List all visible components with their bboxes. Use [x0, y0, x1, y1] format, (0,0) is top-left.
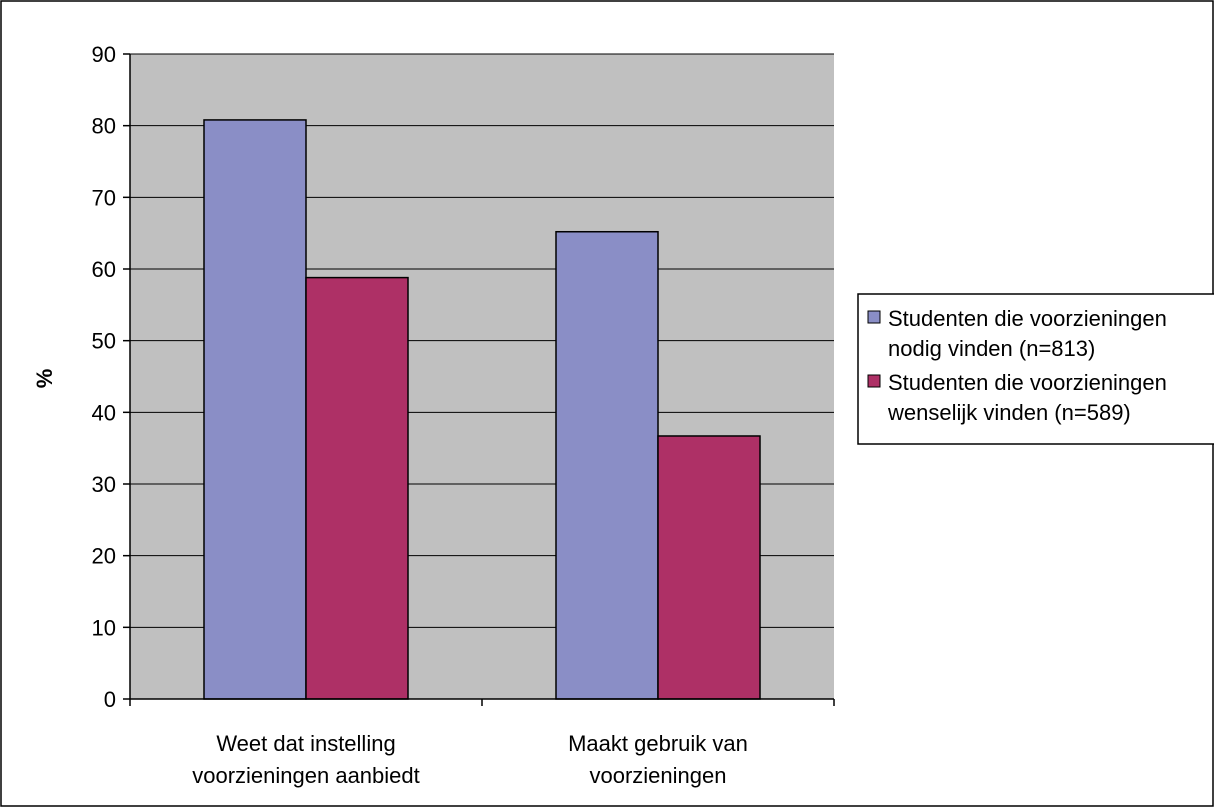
y-tick-label: 70	[92, 185, 116, 210]
y-tick-label: 30	[92, 472, 116, 497]
bar-series-1-category-1	[203, 119, 307, 700]
y-axis-label: %	[32, 369, 57, 389]
axes	[123, 53, 835, 706]
y-tick-label: 50	[92, 329, 116, 354]
y-tick-labels: 0 10 20 30 40 50 60 70 80 90	[92, 42, 116, 712]
legend-label: Studenten die voorzieningen nodig vinden …	[888, 306, 1167, 361]
legend: Studenten die voorzieningen nodig vinden …	[857, 293, 1214, 445]
x-tick-label: Maakt gebruik van voorzieningen	[568, 731, 748, 788]
y-tick-label: 20	[92, 544, 116, 569]
legend-swatch	[867, 310, 881, 324]
legend-label: Studenten die voorzieningen wenselijk vin…	[887, 370, 1167, 425]
x-tick-label: Weet dat instelling voorzieningen aanbied…	[192, 731, 420, 788]
y-tick-label: 80	[92, 114, 116, 139]
x-tick-labels: Weet dat instelling voorzieningen aanbied…	[192, 731, 748, 788]
y-tick-label: 90	[92, 42, 116, 67]
y-tick-label: 10	[92, 615, 116, 640]
y-tick-label: 60	[92, 257, 116, 282]
bar-series-2-category-2	[657, 435, 761, 700]
y-tick-label: 0	[104, 687, 116, 712]
y-tick-label: 40	[92, 400, 116, 425]
bar-series-2-category-1	[305, 276, 409, 700]
legend-box	[857, 293, 1214, 445]
bar-series-1-category-2	[555, 230, 659, 700]
legend-swatch	[867, 374, 881, 388]
bars	[203, 119, 761, 700]
